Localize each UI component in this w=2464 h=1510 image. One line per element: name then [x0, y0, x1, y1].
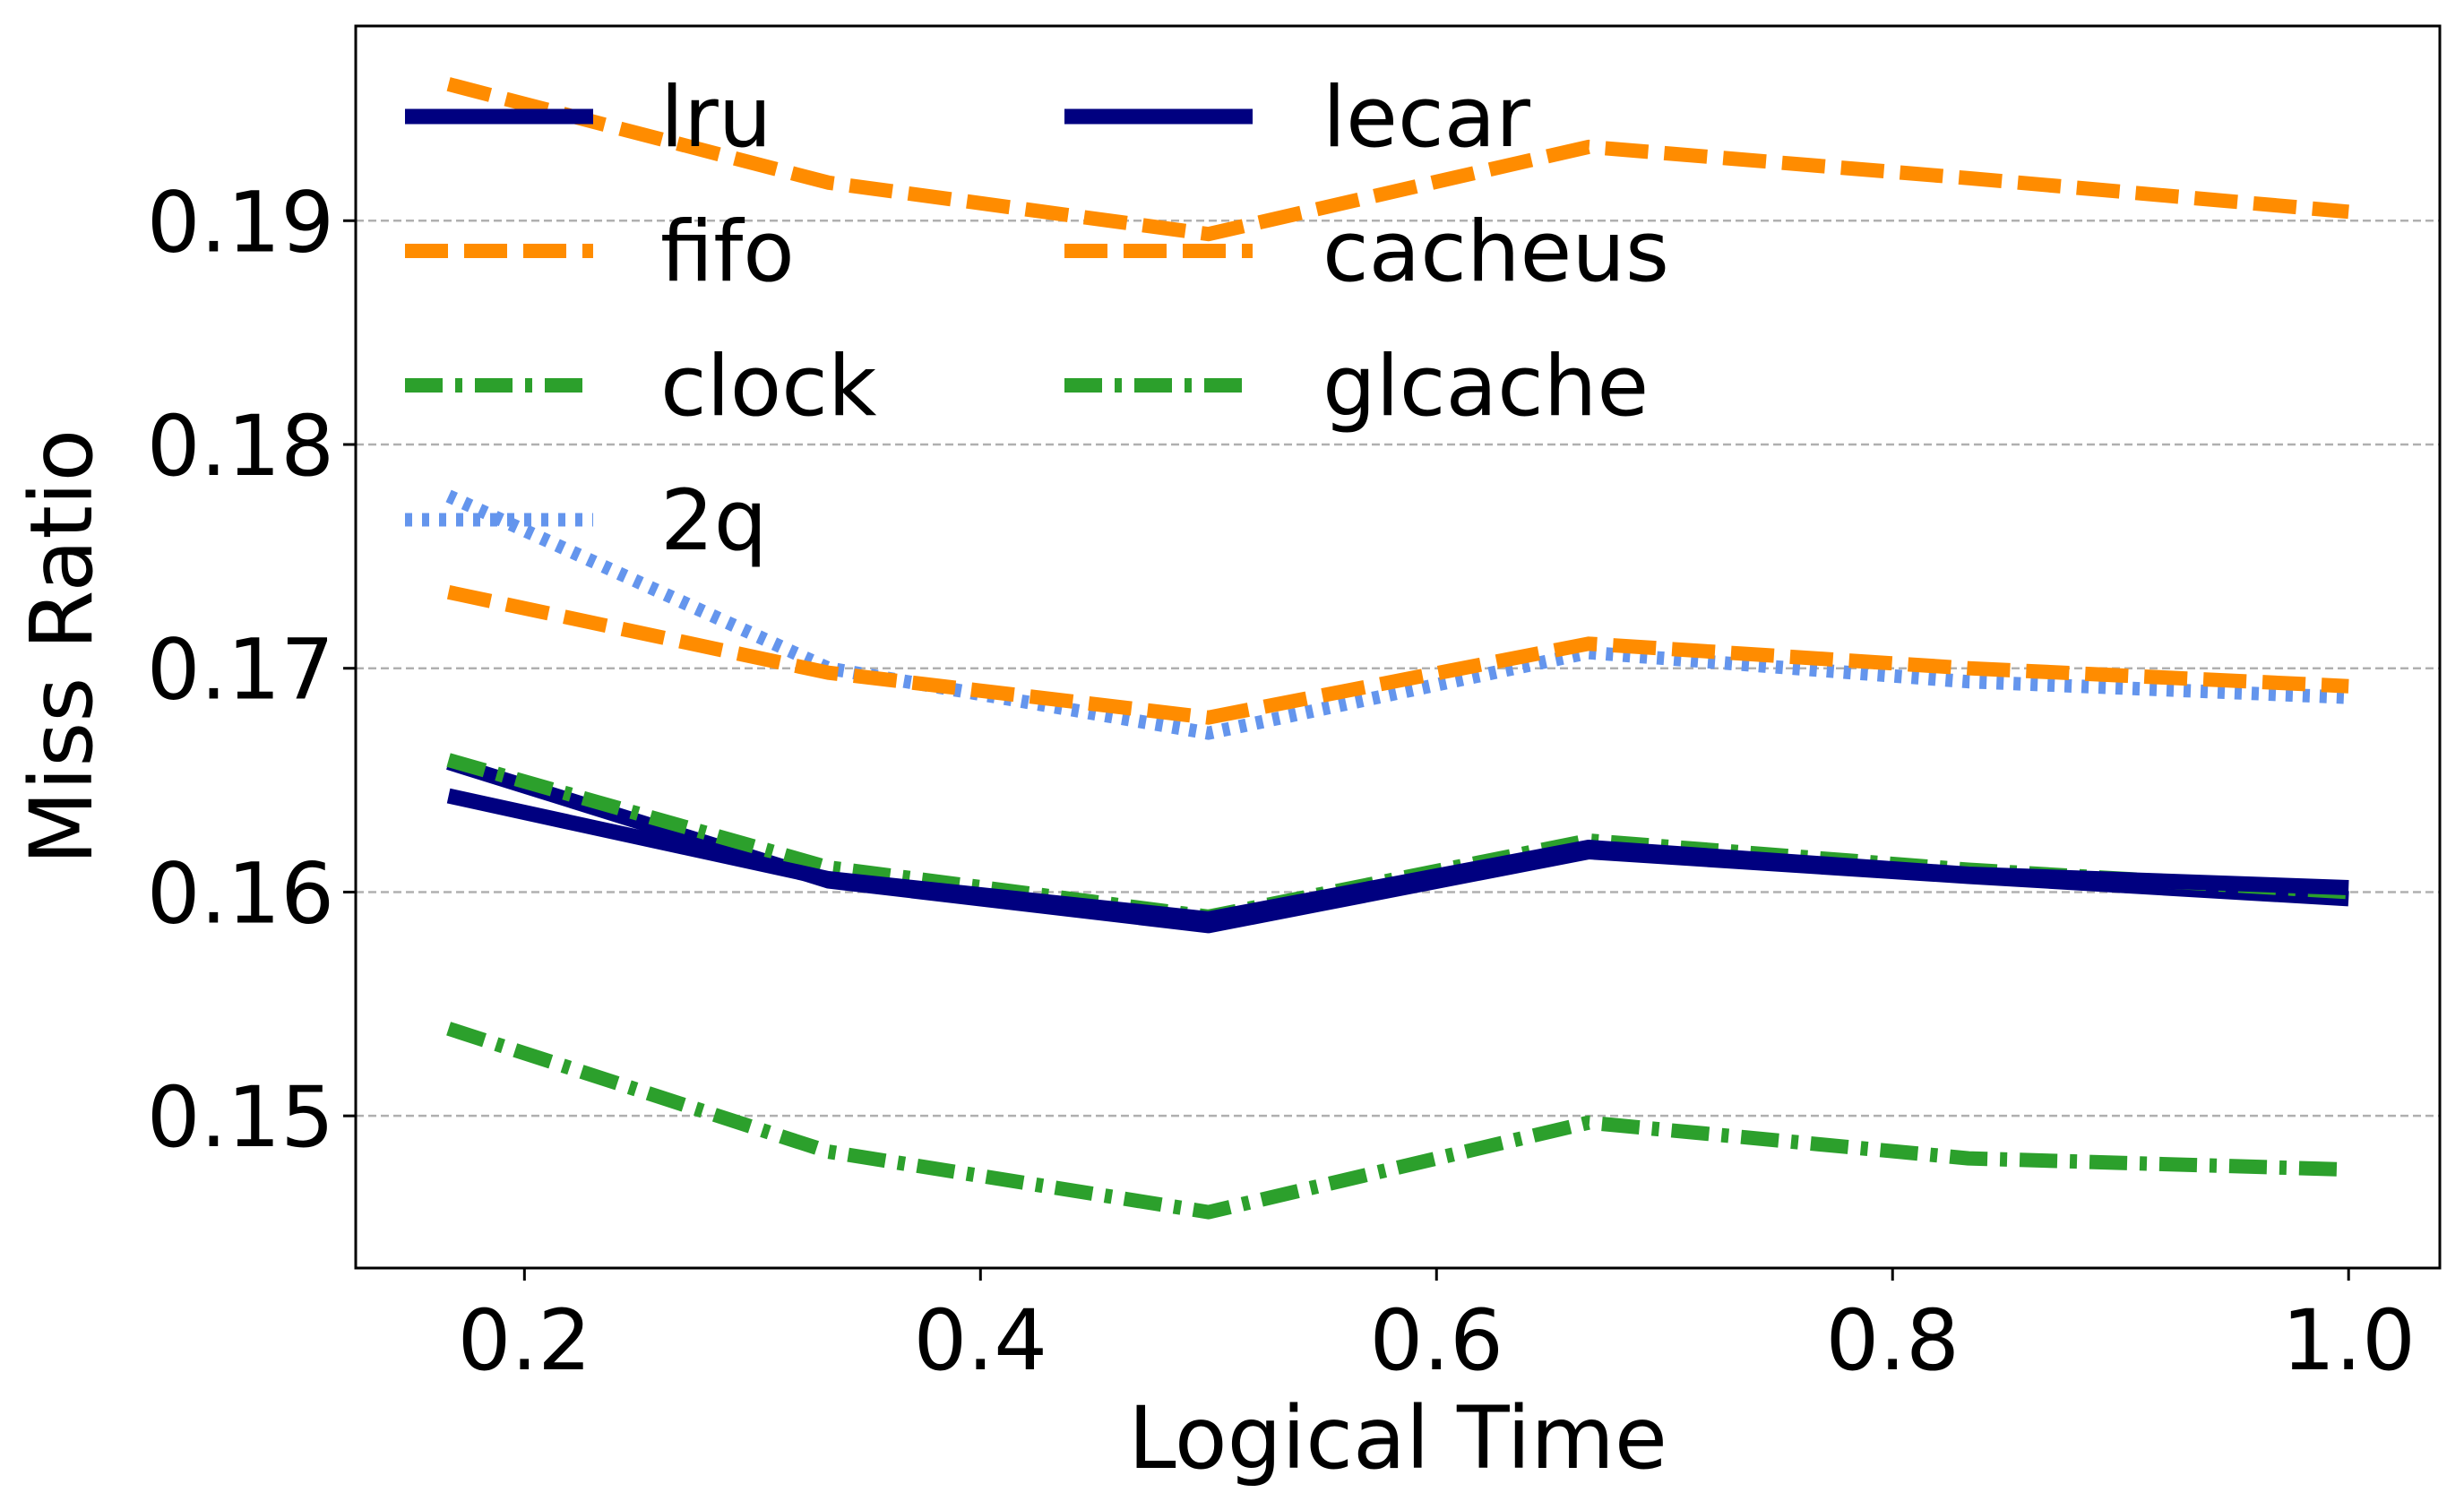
x-axis-ticks: 0.2 0.4 0.6 0.8 1.0	[458, 1268, 2416, 1390]
legend-label-fifo: fifo	[660, 203, 795, 301]
x-axis-title: Logical Time	[1128, 1388, 1667, 1488]
series-line-glcache	[446, 1022, 2349, 1220]
series-lines	[445, 77, 2349, 1220]
x-tick-label: 0.8	[1825, 1292, 1960, 1390]
legend-label-lecar: lecar	[1322, 69, 1530, 167]
legend-label-lru: lru	[660, 69, 771, 167]
plot-frame	[354, 24, 2442, 1270]
y-tick-label: 0.17	[147, 622, 334, 720]
legend-label-clock: clock	[660, 338, 877, 436]
legend-label-2q: 2q	[660, 472, 767, 570]
y-tick-label: 0.18	[147, 398, 334, 496]
legend-label-cacheus: cacheus	[1322, 203, 1669, 301]
x-tick-label: 0.6	[1370, 1292, 1504, 1390]
series-line-2q	[445, 489, 2349, 740]
series-line-fifo	[446, 77, 2349, 242]
y-axis-title: Miss Ratio	[12, 429, 112, 866]
y-tick-label: 0.16	[147, 845, 334, 943]
x-tick-label: 0.4	[914, 1292, 1048, 1390]
y-axis-ticks: 0.15 0.16 0.17 0.18 0.19	[147, 174, 356, 1167]
x-tick-label: 1.0	[2281, 1292, 2416, 1390]
legend-label-glcache: glcache	[1322, 338, 1649, 436]
series-line-cacheus	[446, 584, 2349, 725]
y-tick-label: 0.19	[147, 174, 334, 272]
series-line-lecar	[446, 788, 2349, 927]
x-tick-label: 0.2	[458, 1292, 592, 1390]
y-tick-label: 0.15	[147, 1069, 334, 1167]
legend: lru fifo clock 2q lecar cacheus glcache	[405, 69, 1669, 570]
